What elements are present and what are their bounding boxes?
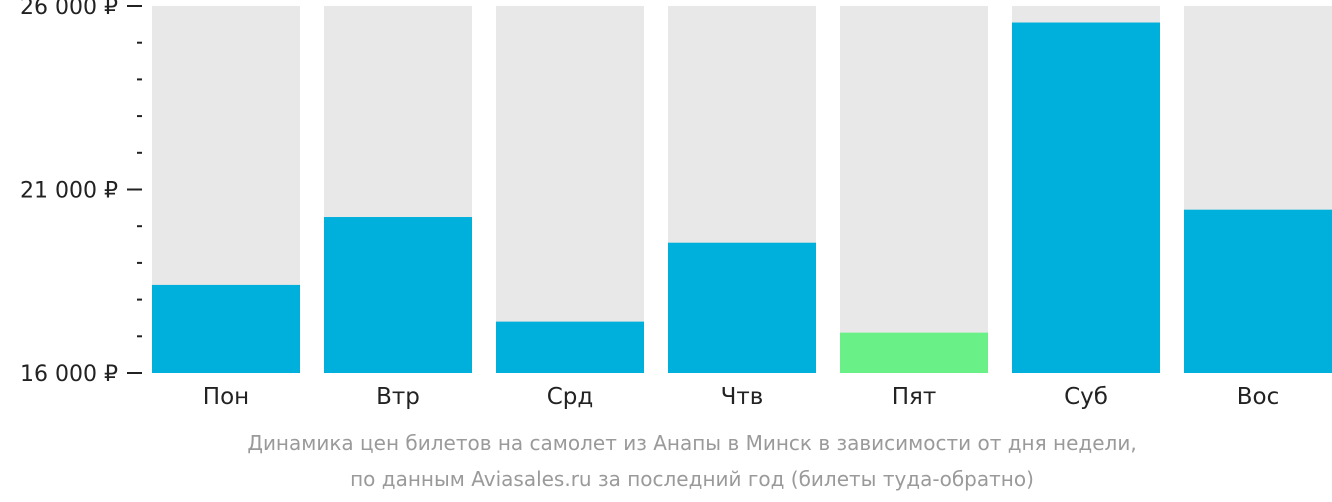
x-tick-label-6: Суб [1064,384,1108,410]
bar-1 [152,284,300,373]
bar-6 [1012,22,1160,373]
y-tick-label-3: 26 000 ₽ [20,0,118,20]
bar-2 [324,217,472,373]
x-tick-label-2: Втр [376,384,420,410]
chart-caption-line-1: Динамика цен билетов на самолет из Анапы… [247,431,1137,455]
bar-5 [840,332,988,373]
y-tick-label-1: 16 000 ₽ [20,362,118,387]
bar-3 [496,321,644,373]
x-tick-label-5: Пят [892,384,937,410]
y-tick-label-2: 21 000 ₽ [20,179,118,204]
x-tick-label-3: Срд [547,384,594,410]
x-tick-label-4: Чтв [721,384,764,410]
bar-background-5 [840,6,988,373]
bar-background-3 [496,6,644,373]
bar-7 [1184,209,1332,373]
x-tick-label-7: Вос [1237,384,1280,410]
chart-caption-line-2: по данным Aviasales.ru за последний год … [350,467,1034,491]
price-by-weekday-chart: Пон Втр Срд Чтв Пят Суб Вос 16 000 ₽ 21 000 ₽ 26 … [20,0,1332,410]
x-tick-label-1: Пон [203,384,249,410]
bar-4 [668,242,816,373]
